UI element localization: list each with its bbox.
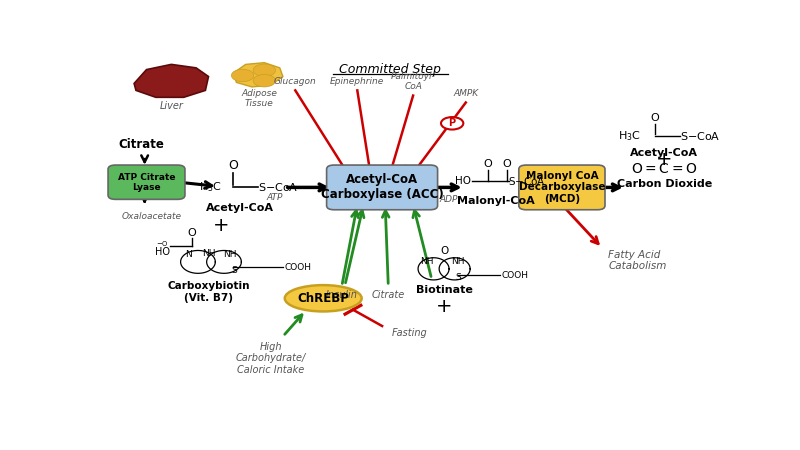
Text: NH: NH [202, 249, 215, 258]
Text: NH: NH [421, 257, 434, 266]
Text: AMPK: AMPK [454, 90, 478, 99]
Text: O: O [650, 113, 659, 123]
Text: $\mathsf{^{-O}}$: $\mathsf{^{-O}}$ [156, 241, 168, 251]
Text: +: + [213, 216, 229, 235]
Text: Citrate: Citrate [372, 290, 405, 300]
Text: Citrate: Citrate [118, 138, 165, 151]
Circle shape [253, 74, 275, 87]
Text: O: O [187, 228, 196, 238]
Text: S: S [455, 273, 462, 282]
Text: COOH: COOH [502, 270, 529, 279]
Text: $\mathsf{H_3C}$: $\mathsf{H_3C}$ [618, 130, 642, 144]
Text: Fasting: Fasting [391, 328, 427, 338]
Text: Acetyl-CoA: Acetyl-CoA [206, 203, 274, 213]
Text: Fatty Acid
Catabolism: Fatty Acid Catabolism [608, 250, 666, 271]
FancyBboxPatch shape [519, 165, 605, 210]
Text: COOH: COOH [285, 263, 312, 272]
Text: Malonyl CoA
Decarboxylase
(MCD): Malonyl CoA Decarboxylase (MCD) [518, 171, 605, 204]
Text: Oxaloacetate: Oxaloacetate [122, 212, 182, 220]
Text: Carboxybiotin
(Vit. B7): Carboxybiotin (Vit. B7) [167, 281, 250, 302]
Text: P: P [449, 118, 456, 128]
Text: +: + [656, 150, 673, 169]
Text: Insulin: Insulin [326, 290, 358, 300]
Text: O: O [440, 246, 448, 256]
Text: O: O [228, 159, 238, 172]
Text: Glucagon: Glucagon [274, 77, 317, 86]
Text: ATP Citrate
Lyase: ATP Citrate Lyase [118, 172, 175, 192]
Text: ADP: ADP [439, 195, 458, 204]
Text: O$=$C$=$O: O$=$C$=$O [631, 162, 698, 176]
Text: ATP: ATP [266, 194, 282, 202]
FancyBboxPatch shape [108, 165, 185, 199]
Text: O: O [502, 159, 511, 169]
Circle shape [441, 117, 463, 130]
Text: $\mathsf{S{-}CoA}$: $\mathsf{S{-}CoA}$ [508, 175, 546, 187]
Text: Acetyl-CoA
Carboxylase (ACC): Acetyl-CoA Carboxylase (ACC) [321, 173, 443, 202]
Text: HO: HO [154, 247, 170, 257]
Text: Malonyl-CoA: Malonyl-CoA [457, 196, 534, 206]
Text: ChREBP: ChREBP [298, 292, 349, 305]
Text: Acetyl-CoA: Acetyl-CoA [630, 148, 698, 158]
Text: $\mathsf{H_3C}$: $\mathsf{H_3C}$ [198, 180, 222, 194]
Text: Carbon Dioxide: Carbon Dioxide [617, 180, 712, 189]
Text: Palmitoyl-
CoA: Palmitoyl- CoA [390, 72, 435, 91]
Circle shape [231, 69, 254, 82]
Text: N: N [186, 251, 192, 260]
Circle shape [253, 64, 275, 76]
Text: NH: NH [223, 251, 237, 260]
Polygon shape [134, 64, 209, 97]
Text: High
Carbohydrate/
Caloric Intake: High Carbohydrate/ Caloric Intake [235, 342, 306, 375]
Text: Committed Step: Committed Step [339, 63, 441, 76]
FancyBboxPatch shape [326, 165, 438, 210]
Polygon shape [234, 63, 283, 87]
Text: +: + [436, 297, 452, 316]
Text: $\mathsf{S{-}CoA}$: $\mathsf{S{-}CoA}$ [258, 181, 298, 193]
Text: Adipose
Tissue: Adipose Tissue [242, 89, 278, 108]
Text: $\mathsf{S{-}CoA}$: $\mathsf{S{-}CoA}$ [680, 130, 721, 143]
Text: Biotinate: Biotinate [416, 285, 473, 295]
Ellipse shape [285, 285, 362, 311]
Text: HO: HO [454, 176, 470, 186]
Text: Epinephrine: Epinephrine [330, 77, 385, 86]
Text: NH: NH [452, 257, 465, 266]
Text: Liver: Liver [159, 101, 183, 111]
Text: O: O [483, 159, 492, 169]
Text: S: S [232, 266, 238, 275]
